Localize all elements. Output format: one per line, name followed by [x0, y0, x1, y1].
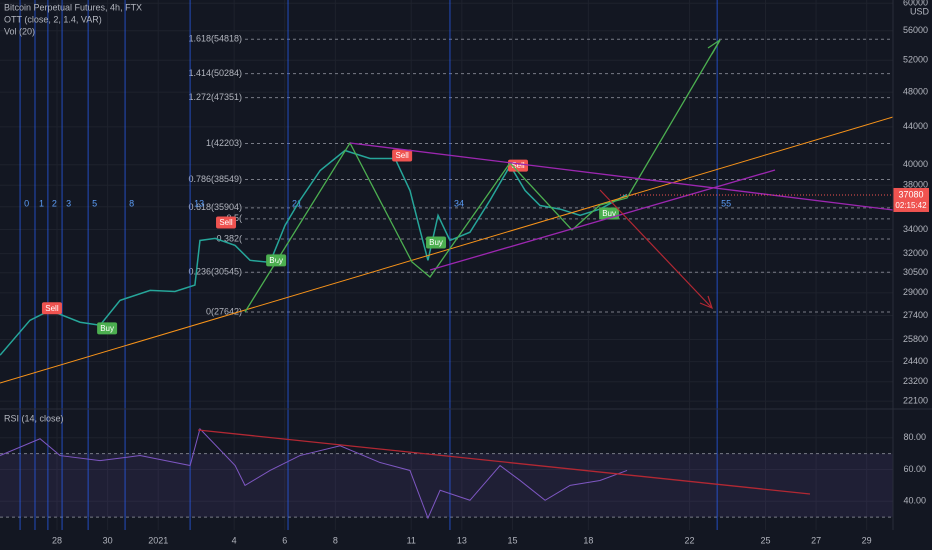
- y-tick-label: 60000: [903, 0, 928, 8]
- y-tick-label: 30500: [903, 267, 928, 277]
- y-tick-label: 44000: [903, 121, 928, 131]
- fib-label: 1.618(54818): [188, 34, 242, 44]
- time-zone-label: 1: [39, 198, 44, 208]
- signal-badge: [266, 254, 287, 267]
- fib-label: 1(42203): [206, 138, 242, 148]
- x-tick-label: 2021: [148, 535, 168, 545]
- x-tick-label: 6: [282, 535, 287, 545]
- y-tick-label: 80.00: [903, 432, 926, 442]
- signal-badge: [426, 236, 447, 249]
- x-tick-label: 15: [507, 535, 517, 545]
- x-tick-label: 29: [862, 535, 872, 545]
- rsi-trend: [197, 429, 811, 495]
- down-arrow: [599, 189, 713, 309]
- x-tick-label: 28: [52, 535, 62, 545]
- time-zone-label: 13: [194, 198, 204, 208]
- rsi-band-fill: [0, 453, 893, 518]
- triangle-top: [349, 142, 894, 211]
- y-tick-label: 40.00: [903, 496, 926, 506]
- y-tick-label: 27400: [903, 310, 928, 320]
- y-tick-label: 22100: [903, 395, 928, 405]
- y-tick-label: 48000: [903, 87, 928, 97]
- trend-line: [0, 116, 894, 384]
- y-tick-label: 25800: [903, 334, 928, 344]
- countdown: 02:15:42: [895, 201, 927, 210]
- y-tick-label: 40000: [903, 159, 928, 169]
- y-tick-label: 29000: [903, 287, 928, 297]
- signal-badge: [392, 149, 413, 162]
- signal-label: Sell: [395, 151, 409, 160]
- x-tick-label: 8: [333, 535, 338, 545]
- fib-label: 0.236(30545): [188, 267, 242, 277]
- drawings: [0, 39, 894, 495]
- y-tick-label: 38000: [903, 180, 928, 190]
- indicator-label: Vol (20): [4, 26, 35, 36]
- y-tick-label: 34000: [903, 224, 928, 234]
- fib-label: 0(27642): [206, 306, 242, 316]
- x-tick-label: 27: [811, 535, 821, 545]
- x-tick-label: 11: [407, 535, 416, 545]
- series-line: [0, 149, 628, 356]
- x-tick-label: 22: [685, 535, 695, 545]
- fib-label: 1.272(47351): [188, 92, 242, 102]
- y-tick-label: 32000: [903, 248, 928, 258]
- x-tick-label: 25: [760, 535, 770, 545]
- time-zone-label: 8: [129, 198, 134, 208]
- signal-label: Sell: [45, 304, 59, 313]
- y-tick-label: 24400: [903, 356, 928, 366]
- last-price: 37080: [898, 189, 923, 199]
- signal-label: Sell: [511, 161, 525, 170]
- x-tick-label: 13: [457, 535, 467, 545]
- time-zone-label: 5: [92, 198, 97, 208]
- rsi-title: RSI (14, close): [4, 413, 64, 423]
- time-zone-label: 0: [24, 198, 29, 208]
- y-tick-label: 60.00: [903, 464, 926, 474]
- y-tick-label: 56000: [903, 25, 928, 35]
- signal-label: Buy: [429, 238, 443, 247]
- fib-label: 0.382(: [216, 233, 242, 243]
- x-tick-label: 4: [232, 535, 237, 545]
- indicator-label: OTT (close, 2, 1.4, VAR): [4, 14, 102, 24]
- series-line: [0, 427, 628, 520]
- y-tick-label: 23200: [903, 376, 928, 386]
- y-tick-label: 52000: [903, 55, 928, 65]
- triangle-bottom: [429, 169, 776, 271]
- x-tick-label: 18: [583, 535, 593, 545]
- signal-badge: [41, 302, 62, 315]
- arrow-head: [707, 39, 721, 55]
- time-zone-label: 55: [721, 198, 731, 208]
- time-zone-label: 2: [52, 198, 57, 208]
- price-tag: [893, 187, 929, 212]
- arrow-head: [699, 295, 713, 310]
- time-zone-label: 3: [66, 198, 71, 208]
- signal-label: Buy: [602, 209, 616, 218]
- time-zone-label: 21: [292, 198, 302, 208]
- x-tick-label: 30: [103, 535, 113, 545]
- signal-label: Sell: [219, 218, 233, 227]
- chart-title: Bitcoin Perpetual Futures, 4h, FTX: [4, 2, 142, 12]
- signal-label: Buy: [100, 324, 114, 333]
- fib-label: 0.786(38549): [188, 174, 242, 184]
- signal-badge: [216, 216, 237, 229]
- time-zone-label: 34: [454, 198, 464, 208]
- currency: USD: [910, 6, 930, 16]
- fib-label: 0.618(35904): [188, 202, 242, 212]
- signal-label: Buy: [269, 256, 283, 265]
- fib-label: 1.414(50284): [188, 68, 242, 78]
- signal-badge: [97, 322, 118, 335]
